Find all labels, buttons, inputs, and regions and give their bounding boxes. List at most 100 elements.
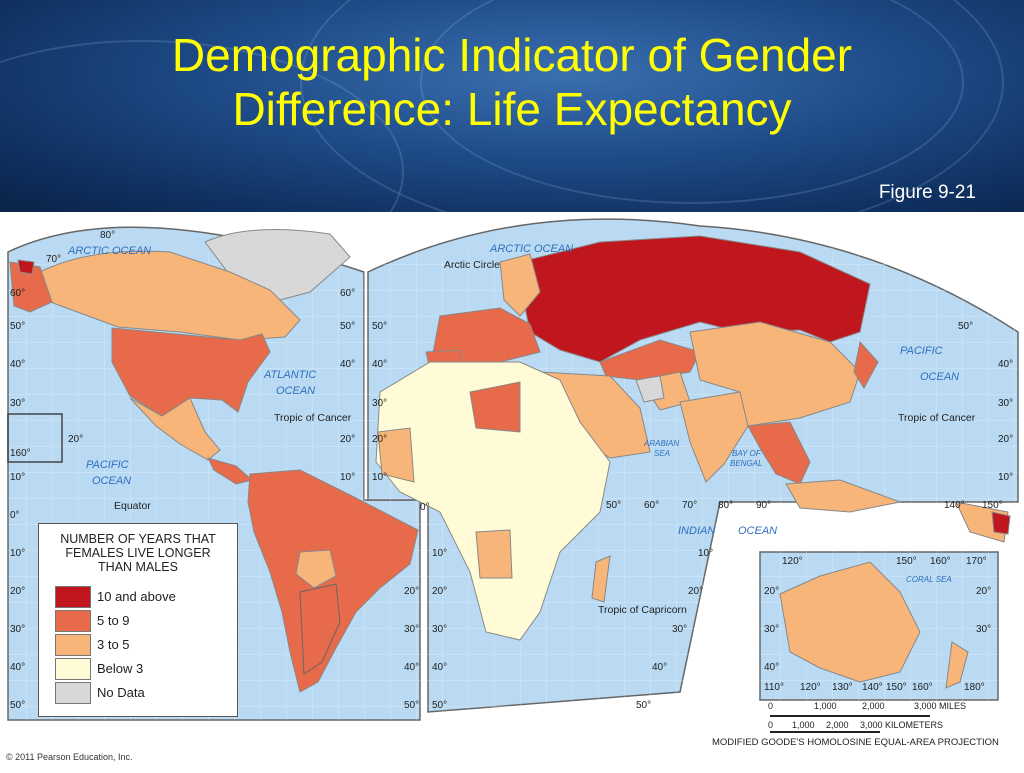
africa xyxy=(375,361,611,641)
slide-title: Demographic Indicator of Gender Differen… xyxy=(0,28,1024,136)
alaska-tip xyxy=(17,259,35,275)
lat-label: 40° xyxy=(10,359,25,370)
lat-label: 40° xyxy=(652,662,667,673)
scale-km-1000: 1,000 xyxy=(792,720,815,730)
lat-label: 40° xyxy=(998,359,1013,370)
argentina-south xyxy=(299,583,341,675)
lat-label: 20° xyxy=(68,434,83,445)
pakistan-no-data xyxy=(635,375,665,403)
lon-label: 120° xyxy=(800,682,821,693)
label-bay-bengal-2: BENGAL xyxy=(730,459,762,468)
legend-title: NUMBER OF YEARS THAT FEMALES LIVE LONGER… xyxy=(39,532,237,574)
lat-label: 30° xyxy=(432,624,447,635)
lat-label: 20° xyxy=(404,586,419,597)
label-tropic-cancer-right: Tropic of Cancer xyxy=(898,412,976,424)
lat-label: 50° xyxy=(404,700,419,711)
scale-mile-3000: 3,000 MILES xyxy=(914,701,966,711)
scale-mile-2000: 2,000 xyxy=(862,701,885,711)
lon-label: 140° xyxy=(862,682,883,693)
madagascar xyxy=(591,555,611,603)
legend-title-line: FEMALES LIVE LONGER xyxy=(65,546,211,560)
lon-label: 90° xyxy=(756,500,771,511)
papua-tip xyxy=(991,511,1011,535)
label-pacific-left-1: PACIFIC xyxy=(86,459,129,471)
lon-label: 180° xyxy=(964,682,985,693)
lat-label: 50° xyxy=(636,700,651,711)
lon-label: 70° xyxy=(682,500,697,511)
lon-label: 160° xyxy=(912,682,933,693)
scale-km-2000: 2,000 xyxy=(826,720,849,730)
scale-km-3000: 3,000 KILOMETERS xyxy=(860,720,943,730)
lat-label: 20° xyxy=(10,586,25,597)
lat-label: 20° xyxy=(688,586,703,597)
figure-label: Figure 9-21 xyxy=(878,182,976,203)
paraguay-region xyxy=(295,549,337,589)
lon-label: 150° xyxy=(886,682,907,693)
japan xyxy=(853,340,879,389)
lon-label: 130° xyxy=(832,682,853,693)
label-atlantic-1: ATLANTIC xyxy=(263,369,316,381)
label-pacific-right-2: OCEAN xyxy=(920,371,959,383)
lat-label: 50° xyxy=(958,321,973,332)
lon-label: 150° xyxy=(982,500,1003,511)
slide-header: Demographic Indicator of Gender Differen… xyxy=(0,0,1024,212)
legend-item-5-9: 5 to 9 xyxy=(55,610,235,632)
lat-label: 10° xyxy=(998,472,1013,483)
alaska xyxy=(9,261,53,313)
united-states xyxy=(111,327,271,417)
lon-label: 110° xyxy=(764,682,784,693)
legend-swatch xyxy=(55,586,91,608)
scandinavia xyxy=(499,253,541,317)
lat-label: 50° xyxy=(372,321,387,332)
lon-label: 170° xyxy=(966,556,987,567)
lon-label: 60° xyxy=(644,500,659,511)
west-africa-orange xyxy=(377,427,415,483)
legend-item-no-data: No Data xyxy=(55,682,235,704)
legend-title-line: THAN MALES xyxy=(98,560,178,574)
lat-label: 20° xyxy=(432,586,447,597)
lat-label: 10° xyxy=(10,472,25,483)
lat-label: 10° xyxy=(10,548,25,559)
lon-label: 140° xyxy=(944,500,965,511)
legend-label: 5 to 9 xyxy=(97,613,130,628)
lat-label: 30° xyxy=(404,624,419,635)
lon-label: 50° xyxy=(606,500,621,511)
lat-label: 40° xyxy=(764,662,779,673)
lat-label: 40° xyxy=(10,662,25,673)
lon-label: 160° xyxy=(930,556,951,567)
copyright: © 2011 Pearson Education, Inc. xyxy=(6,752,133,762)
scale-bars: 0 1,000 2,000 3,000 MILES 0 1,000 2,000 … xyxy=(768,701,966,733)
label-coral-sea: CORAL SEA xyxy=(906,575,952,584)
lat-label: 30° xyxy=(10,624,25,635)
label-pacific-right-1: PACIFIC xyxy=(900,345,943,357)
lat-label: 10° xyxy=(698,548,713,559)
mexico xyxy=(129,397,221,461)
lat-label: 50° xyxy=(432,700,447,711)
new-zealand xyxy=(945,641,969,689)
lon-label: 0° xyxy=(420,502,430,513)
lat-label: 20° xyxy=(764,586,779,597)
lat-label: 50° xyxy=(10,321,25,332)
lat-label: 20° xyxy=(998,434,1013,445)
legend-label: 3 to 5 xyxy=(97,637,130,652)
legend-item-10-above: 10 and above xyxy=(55,586,235,608)
lat-label: 160° xyxy=(10,448,31,459)
indonesia xyxy=(785,479,902,513)
lat-label: 50° xyxy=(340,321,355,332)
lat-label: 50° xyxy=(10,700,25,711)
lat-label: 20° xyxy=(372,434,387,445)
lat-label: 30° xyxy=(372,398,387,409)
lat-label: 0° xyxy=(10,510,20,521)
lat-label: 40° xyxy=(404,662,419,673)
legend-item-below-3: Below 3 xyxy=(55,658,235,680)
lon-label: 80° xyxy=(718,500,733,511)
legend-label: 10 and above xyxy=(97,589,176,604)
lat-label: 10° xyxy=(340,472,355,483)
scale-mile-0: 0 xyxy=(768,701,773,711)
legend-label: No Data xyxy=(97,685,145,700)
label-bay-bengal-1: BAY OF xyxy=(732,449,762,458)
south-america xyxy=(247,469,419,693)
label-indian-1: INDIAN xyxy=(678,525,715,537)
title-line-2: Difference: Life Expectancy xyxy=(232,83,792,135)
label-atlantic-2: OCEAN xyxy=(276,385,315,397)
